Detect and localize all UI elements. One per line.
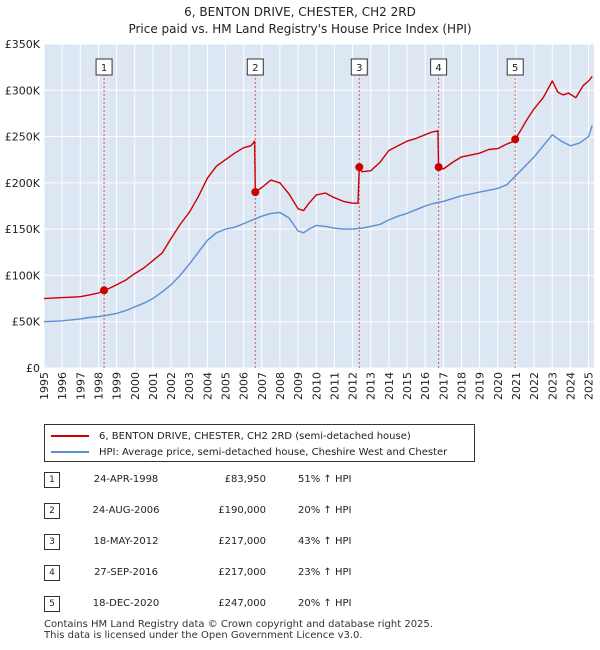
x-tick-label: 1995 — [38, 372, 51, 400]
x-tick-label: 2006 — [238, 372, 251, 400]
plot-area — [44, 44, 594, 368]
x-tick-label: 2017 — [437, 372, 450, 400]
sale-hpi-change: 20% ↑ HPI — [298, 505, 352, 516]
y-tick-label: £350K — [5, 38, 41, 51]
x-tick-label: 2005 — [220, 372, 233, 400]
x-tick-label: 2016 — [419, 372, 432, 400]
legend-swatch-property — [51, 435, 89, 437]
y-tick-label: £100K — [5, 269, 41, 282]
x-tick-label: 2012 — [347, 372, 360, 400]
x-tick-label: 1998 — [92, 372, 105, 400]
sale-date: 24-APR-1998 — [93, 474, 159, 485]
legend-swatch-hpi — [51, 451, 89, 453]
y-tick-label: £250K — [5, 131, 41, 144]
sale-row: 4 27-SEP-2016 £217,000 23% ↑ HPI — [0, 563, 600, 583]
x-tick-label: 2013 — [365, 372, 378, 400]
sale-marker-box — [506, 58, 524, 76]
footer-licence: This data is licensed under the Open Gov… — [44, 630, 363, 641]
sale-hpi-change: 51% ↑ HPI — [298, 474, 352, 485]
sale-price: £247,000 — [218, 598, 266, 609]
sale-price: £217,000 — [218, 536, 266, 547]
x-tick-label: 2022 — [528, 372, 541, 400]
sale-marker-label: 2 — [252, 63, 258, 74]
sale-number: 3 — [44, 534, 60, 550]
y-tick-label: £150K — [5, 223, 41, 236]
x-tick-label: 2024 — [564, 372, 577, 400]
y-tick-label: £50K — [12, 316, 41, 329]
sale-point — [251, 188, 260, 197]
x-tick-label: 2015 — [401, 372, 414, 400]
sale-row: 5 18-DEC-2020 £247,000 20% ↑ HPI — [0, 594, 600, 614]
x-tick-label: 2008 — [274, 372, 287, 400]
x-tick-label: 2021 — [510, 372, 523, 400]
x-tick-label: 2010 — [310, 372, 323, 400]
chart-title: 6, BENTON DRIVE, CHESTER, CH2 2RD — [184, 5, 416, 19]
sale-marker-label: 1 — [101, 63, 107, 74]
footer: Contains HM Land Registry data © Crown c… — [44, 619, 433, 641]
sale-number: 4 — [44, 565, 60, 581]
chart-subtitle: Price paid vs. HM Land Registry's House … — [128, 22, 472, 36]
sale-marker-label: 3 — [356, 63, 362, 74]
x-tick-label: 1999 — [111, 372, 124, 400]
legend: 6, BENTON DRIVE, CHESTER, CH2 2RD (semi-… — [44, 424, 475, 462]
y-tick-label: £200K — [5, 177, 41, 190]
x-tick-label: 2020 — [492, 372, 505, 400]
footer-copyright: Contains HM Land Registry data © Crown c… — [44, 619, 433, 630]
legend-item-hpi: HPI: Average price, semi-detached house,… — [51, 444, 447, 460]
sale-row: 1 24-APR-1998 £83,950 51% ↑ HPI — [0, 470, 600, 490]
sale-row: 3 18-MAY-2012 £217,000 43% ↑ HPI — [0, 532, 600, 552]
sale-row: 2 24-AUG-2006 £190,000 20% ↑ HPI — [0, 501, 600, 521]
sale-price: £217,000 — [218, 567, 266, 578]
sale-hpi-change: 43% ↑ HPI — [298, 536, 352, 547]
price-chart: £0 £50K £100K £150K £200K £250K £300K £350K 1995… — [5, 38, 596, 400]
sale-marker-box — [246, 58, 264, 76]
sale-point — [100, 286, 109, 295]
sale-date: 27-SEP-2016 — [94, 567, 158, 578]
sale-point — [355, 163, 364, 172]
sale-marker-box — [430, 58, 448, 76]
legend-label-hpi: HPI: Average price, semi-detached house,… — [99, 446, 448, 458]
sale-hpi-change: 23% ↑ HPI — [298, 567, 352, 578]
x-tick-label: 2011 — [328, 372, 341, 400]
x-tick-label: 1997 — [74, 372, 87, 400]
x-tick-label: 2023 — [546, 372, 559, 400]
sale-hpi-change: 20% ↑ HPI — [298, 598, 352, 609]
sale-point — [434, 163, 443, 172]
x-tick-label: 2007 — [256, 372, 269, 400]
legend-item-property: 6, BENTON DRIVE, CHESTER, CH2 2RD (semi-… — [51, 428, 411, 444]
x-tick-label: 2000 — [129, 372, 142, 400]
x-tick-label: 2001 — [147, 372, 160, 400]
sale-date: 24-AUG-2006 — [92, 505, 160, 516]
x-tick-label: 2019 — [474, 372, 487, 400]
y-tick-label: £0 — [26, 362, 40, 375]
sale-marker-label: 4 — [435, 63, 441, 74]
y-tick-label: £300K — [5, 84, 41, 97]
sale-number: 5 — [44, 596, 60, 612]
sale-number: 2 — [44, 503, 60, 519]
x-tick-label: 2004 — [201, 372, 214, 400]
sale-price: £190,000 — [218, 505, 266, 516]
sale-marker-label: 5 — [512, 63, 518, 74]
x-tick-label: 2018 — [455, 372, 468, 400]
x-tick-label: 2014 — [383, 372, 396, 400]
x-tick-label: 2025 — [583, 372, 596, 400]
sale-marker-box — [350, 58, 368, 76]
x-tick-label: 2009 — [292, 372, 305, 400]
sale-number: 1 — [44, 472, 60, 488]
legend-label-property: 6, BENTON DRIVE, CHESTER, CH2 2RD (semi-… — [99, 430, 411, 442]
x-tick-label: 2003 — [183, 372, 196, 400]
hpi-line — [43, 125, 593, 323]
sale-point — [511, 135, 520, 144]
sale-date: 18-MAY-2012 — [93, 536, 159, 547]
x-tick-label: 2002 — [165, 372, 178, 400]
sale-date: 18-DEC-2020 — [92, 598, 160, 609]
sale-marker-box — [95, 58, 113, 76]
x-tick-label: 1996 — [56, 372, 69, 400]
sale-price: £83,950 — [224, 474, 266, 485]
